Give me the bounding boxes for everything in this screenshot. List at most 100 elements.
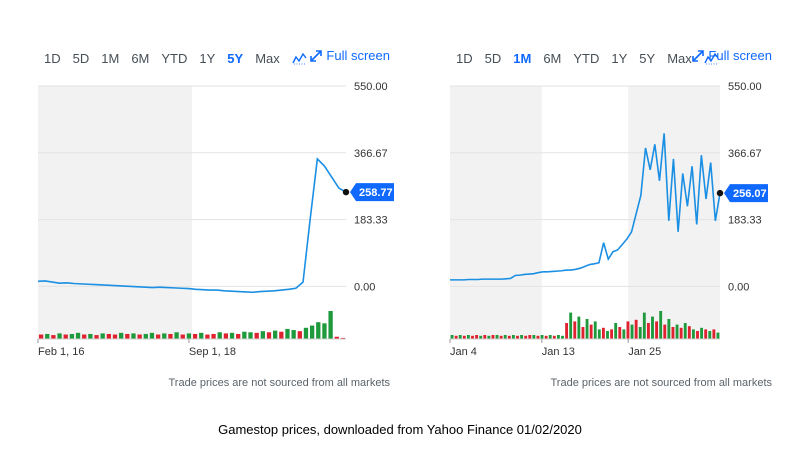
volume-bar [516,335,519,339]
volume-bar [638,327,642,339]
volume-bar [266,332,272,339]
volume-bar [573,321,577,339]
volume-bar [663,324,667,339]
volume-bar [297,331,302,339]
volume-bar [192,333,198,339]
volume-bar [487,335,491,339]
price-line [450,133,721,281]
range-6m-button[interactable]: 6M [543,50,562,66]
line-chart-icon[interactable] [292,51,308,65]
range-1y-button[interactable]: 1Y [611,50,628,66]
last-price-marker [716,189,724,197]
volume-bar [279,331,284,339]
current-price-callout [724,184,768,203]
x-tick-label: Feb 1, 16 [38,346,84,358]
x-tick-label: Jan 4 [450,346,477,358]
volume-bar [340,337,346,339]
volume-bar [499,335,503,339]
y-tick-label: 366.67 [728,148,762,160]
volume-bar [511,335,515,339]
volume-bar [174,332,179,339]
volume-bar [155,334,161,339]
fullscreen-label: Full screen [708,48,772,63]
current-price-callout [350,183,394,202]
last-price-marker [342,188,350,196]
fullscreen-button[interactable]: Full screen [692,48,772,63]
y-tick-label: 0.00 [728,281,749,293]
volume-bar [659,311,663,339]
volume-bar [646,323,650,339]
x-tick-label: Sep 1, 18 [189,346,236,358]
price-chart-right[interactable]: 550.00 366.67 183.33 0.00 256.07 Jan 4 Jan 13 J… [449,76,780,366]
volume-bar [700,327,704,339]
volume-bar [712,329,716,339]
range-5y-button[interactable]: 5Y [639,50,656,66]
range-max-button[interactable]: Max [255,50,280,66]
y-tick-label: 0.00 [354,281,375,293]
volume-bar [642,312,646,339]
y-tick-label: 366.67 [354,148,388,160]
range-toolbar: 1D 5D 1M 6M YTD 1Y 5Y Max Full screen [456,48,780,68]
range-1d-button[interactable]: 1D [44,50,61,66]
volume-bar [610,329,614,339]
volume-bar [471,335,474,339]
range-max-button[interactable]: Max [667,50,692,66]
range-5y-button[interactable]: 5Y [227,50,244,66]
current-price-label: 258.77 [359,187,393,199]
volume-bar [125,333,130,339]
volume-bar [581,327,585,339]
volume-bar [186,333,192,339]
range-1m-button[interactable]: 1M [101,50,120,66]
volume-bar [520,335,524,339]
range-ytd-button[interactable]: YTD [573,50,600,66]
volume-bar [691,329,695,339]
volume-bar [260,331,265,339]
volume-bar [328,311,333,339]
volume-bar [651,316,654,339]
range-ytd-button[interactable]: YTD [161,50,188,66]
chart-panel-left: 1D 5D 1M 6M YTD 1Y 5Y Max Full screen 55… [37,40,398,395]
volume-bar [88,333,93,339]
volume-bar [309,325,315,339]
fullscreen-button[interactable]: Full screen [310,48,390,63]
volume-bar [119,332,124,339]
volume-bar [532,335,536,339]
volume-bar [112,334,118,339]
fullscreen-label: Full screen [326,48,390,63]
line-chart-icon[interactable] [704,51,720,65]
range-5d-button[interactable]: 5D [484,50,502,66]
volume-bar [45,333,50,339]
volume-bar [285,328,290,339]
price-chart-left[interactable]: 550.00 366.67 183.33 0.00 258.77 Feb 1, 16 Sep… [37,76,398,366]
volume-bar [601,327,605,339]
range-1m-button[interactable]: 1M [513,50,532,66]
expand-arrows-icon [310,49,323,62]
volume-bar [655,321,659,339]
shaded-region [450,86,542,339]
volume-bar [704,329,708,339]
volume-bar [223,333,229,339]
volume-bar [622,329,626,339]
volume-bar [544,335,548,339]
volume-bar [82,334,87,339]
disclaimer-text: Trade prices are not sourced from all ma… [550,377,772,389]
volume-bar [106,333,111,339]
x-tick-label: Jan 25 [628,346,661,358]
y-tick-label: 550.00 [728,81,762,93]
volume-bar [528,335,532,339]
volume-bar [716,332,720,339]
volume-bar [248,332,253,339]
volume-bar [38,334,44,339]
volume-bar [548,335,552,339]
x-tick-label: Jan 13 [542,346,575,358]
range-1d-button[interactable]: 1D [456,50,473,66]
shaded-region [628,86,720,339]
range-1y-button[interactable]: 1Y [199,50,216,66]
volume-bar [100,333,105,339]
volume-bar [168,333,173,339]
volume-bar [634,319,638,339]
volume-bar [475,335,479,339]
volume-bar [593,321,597,339]
range-5d-button[interactable]: 5D [72,50,90,66]
range-6m-button[interactable]: 6M [131,50,150,66]
